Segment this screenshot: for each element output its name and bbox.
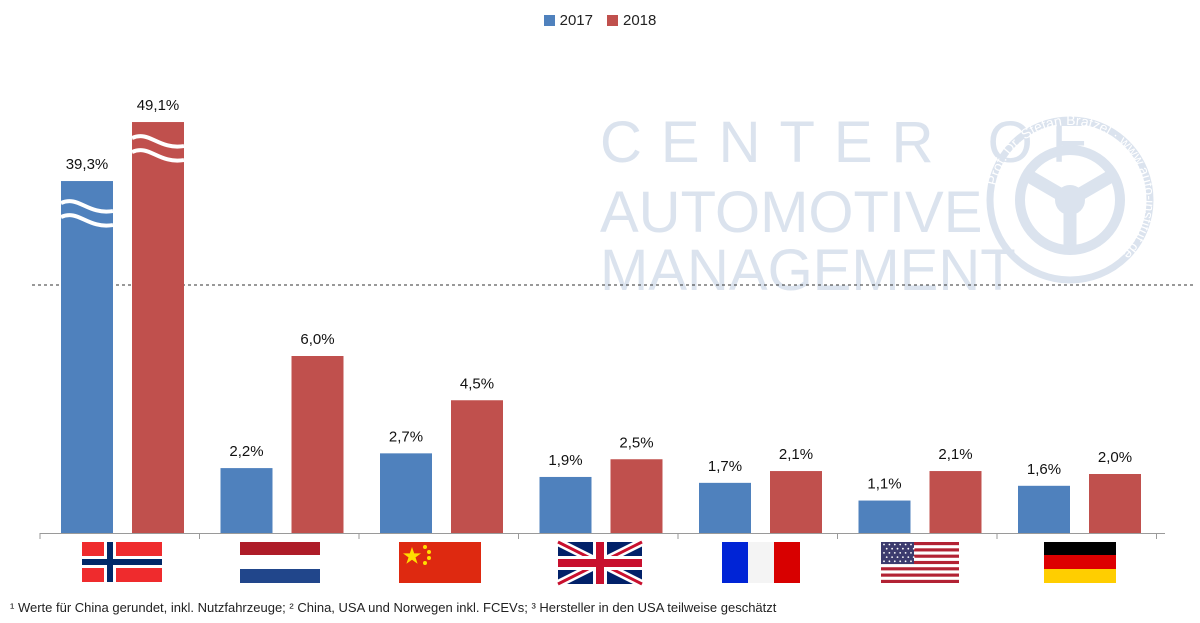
- data-label-2018-niederlande: 6,0%: [300, 331, 334, 348]
- bar-break-mark: [60, 199, 114, 214]
- data-label-2017-frankreich: 1,7%: [708, 458, 742, 475]
- bar-2018-china: [451, 400, 503, 533]
- france-flag-icon: [722, 542, 800, 583]
- data-label-2018-china: 4,5%: [460, 375, 494, 392]
- x-axis-ticks: [39, 533, 1157, 539]
- data-label-2017-großbritannien: 1,9%: [548, 452, 582, 469]
- china-flag-icon: [399, 542, 481, 583]
- legend-item-2018: 2018: [607, 12, 656, 29]
- bar-2018-norwegen: [132, 122, 184, 533]
- bar-break-mark: [131, 148, 185, 163]
- bar-2017-großbritannien: [539, 476, 592, 533]
- bar-2018-deutschland: [1089, 474, 1141, 533]
- bar-2017-usa: [858, 500, 911, 533]
- watermark-line-3: MANAGEMENT: [600, 238, 1016, 303]
- bar-2018-niederlande: [291, 356, 344, 533]
- watermark: CENTER OF AUTOMOTIVE MANAGEMENT Prof. Dr…: [600, 110, 1158, 303]
- flags-row: [82, 538, 1116, 588]
- data-label-2018-norwegen: 49,1%: [137, 97, 180, 114]
- legend-swatch-2017: [543, 15, 555, 26]
- bar-2018-frankreich: [770, 471, 822, 533]
- bar-2017-frankreich: [699, 482, 751, 533]
- data-label-2017-norwegen: 39,3%: [66, 156, 109, 173]
- watermark-line-1: CENTER OF: [600, 110, 1106, 175]
- bar-break-mark: [131, 134, 185, 149]
- data-label-2017-usa: 1,1%: [867, 476, 901, 493]
- data-label-2017-niederlande: 2,2%: [229, 443, 263, 460]
- bar-2017-norwegen: [61, 181, 113, 533]
- bar-2017-deutschland: [1018, 485, 1070, 533]
- bar-break-mark: [60, 213, 114, 228]
- legend-label-2018: 2018: [623, 12, 657, 29]
- bar-2017-niederlande: [220, 468, 273, 533]
- usa-flag-icon: [881, 542, 959, 583]
- legend-item-2017: 2017: [543, 12, 593, 29]
- data-label-2018-großbritannien: 2,5%: [619, 434, 653, 451]
- bar-2017-china: [380, 453, 432, 533]
- bar-2018-großbritannien: [610, 459, 663, 533]
- data-label-2017-deutschland: 1,6%: [1027, 461, 1061, 478]
- bar-2018-usa: [929, 471, 982, 533]
- netherlands-flag-icon: [240, 542, 320, 583]
- chart-legend: 2017 2018: [0, 12, 1200, 29]
- legend-label-2017: 2017: [559, 12, 593, 29]
- data-label-2018-frankreich: 2,1%: [779, 446, 813, 463]
- uk-flag-icon: [556, 538, 644, 588]
- bars-layer: 39,3% 49,1% 2,2% 6,0% 2,7% 4,5% 1,9% 2,5% 1,7% 2,…: [60, 97, 1141, 533]
- norway-flag-icon: [82, 542, 162, 582]
- germany-flag-icon: [1044, 542, 1116, 583]
- legend-swatch-2018: [607, 15, 618, 26]
- watermark-line-2: AUTOMOTIVE: [600, 180, 982, 245]
- chart-footnote: ¹ Werte für China gerundet, inkl. Nutzfa…: [10, 600, 777, 615]
- data-label-2018-usa: 2,1%: [938, 446, 972, 463]
- data-label-2017-china: 2,7%: [389, 428, 423, 445]
- data-label-2018-deutschland: 2,0%: [1098, 449, 1132, 466]
